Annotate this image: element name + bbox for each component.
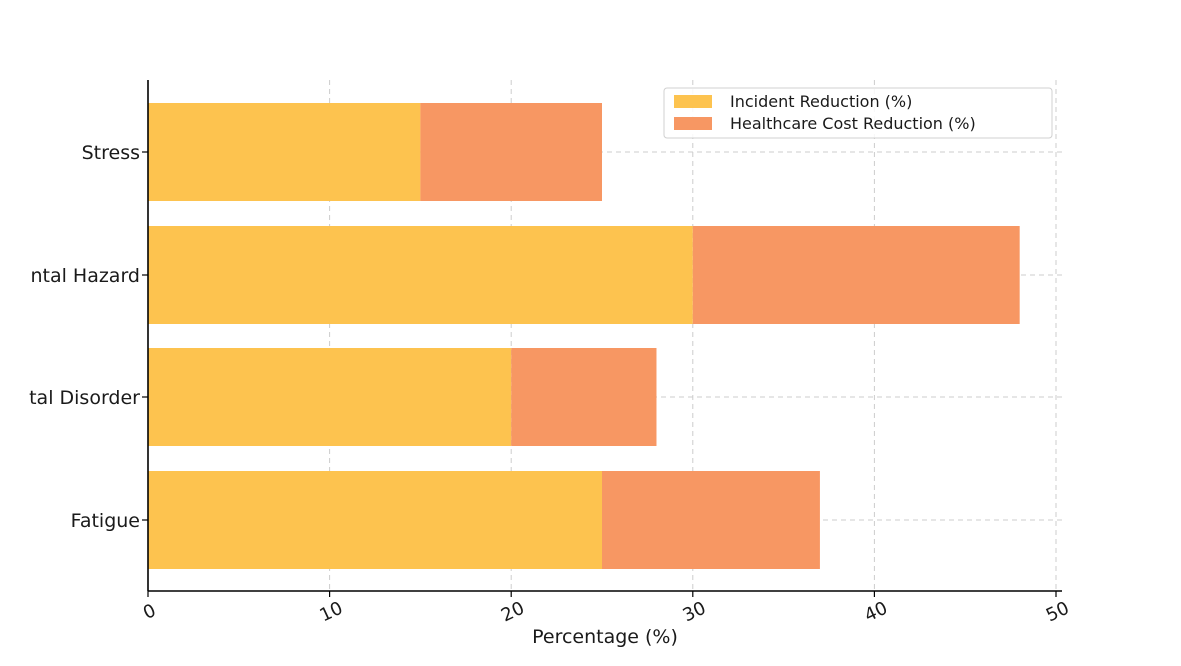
category-label-1: tal Disorder bbox=[29, 387, 140, 409]
bar-mental-disorder-series-1 bbox=[511, 348, 657, 446]
x-tick-label-3: 30 bbox=[680, 598, 710, 627]
legend-swatch-1 bbox=[674, 117, 712, 130]
x-tick-label-0: 0 bbox=[140, 600, 159, 624]
bar-mental-disorder-series-0 bbox=[148, 348, 512, 446]
bar-fatigue-series-0 bbox=[148, 471, 602, 569]
legend-label-1: Healthcare Cost Reduction (%) bbox=[730, 114, 976, 133]
x-axis-label: Percentage (%) bbox=[532, 626, 678, 648]
bar-environmental-hazard-series-0 bbox=[148, 226, 693, 324]
bar-stress-series-1 bbox=[420, 103, 602, 201]
legend-swatch-0 bbox=[674, 95, 712, 108]
category-label-3: Stress bbox=[82, 142, 140, 164]
legend-box bbox=[663, 87, 1053, 139]
x-tick-label-4: 40 bbox=[861, 598, 891, 627]
x-tick-label-5: 50 bbox=[1043, 598, 1073, 627]
category-label-2: ntal Hazard bbox=[30, 265, 140, 287]
legend-label-0: Incident Reduction (%) bbox=[730, 92, 912, 111]
bar-fatigue-series-1 bbox=[602, 471, 820, 569]
bar-stress-series-0 bbox=[148, 103, 421, 201]
category-label-0: Fatigue bbox=[71, 510, 140, 532]
axes-layer bbox=[142, 80, 1062, 597]
legend: Incident Reduction (%) Healthcare Cost Re… bbox=[663, 87, 1053, 139]
bars-layer bbox=[148, 103, 1020, 569]
bar-environmental-hazard-series-1 bbox=[692, 226, 1020, 324]
x-tick-label-2: 20 bbox=[498, 598, 528, 627]
x-tick-label-1: 10 bbox=[316, 598, 346, 627]
labels-layer: Fatigue tal Disorder ntal Hazard Stress 0 10 2… bbox=[29, 142, 1072, 626]
